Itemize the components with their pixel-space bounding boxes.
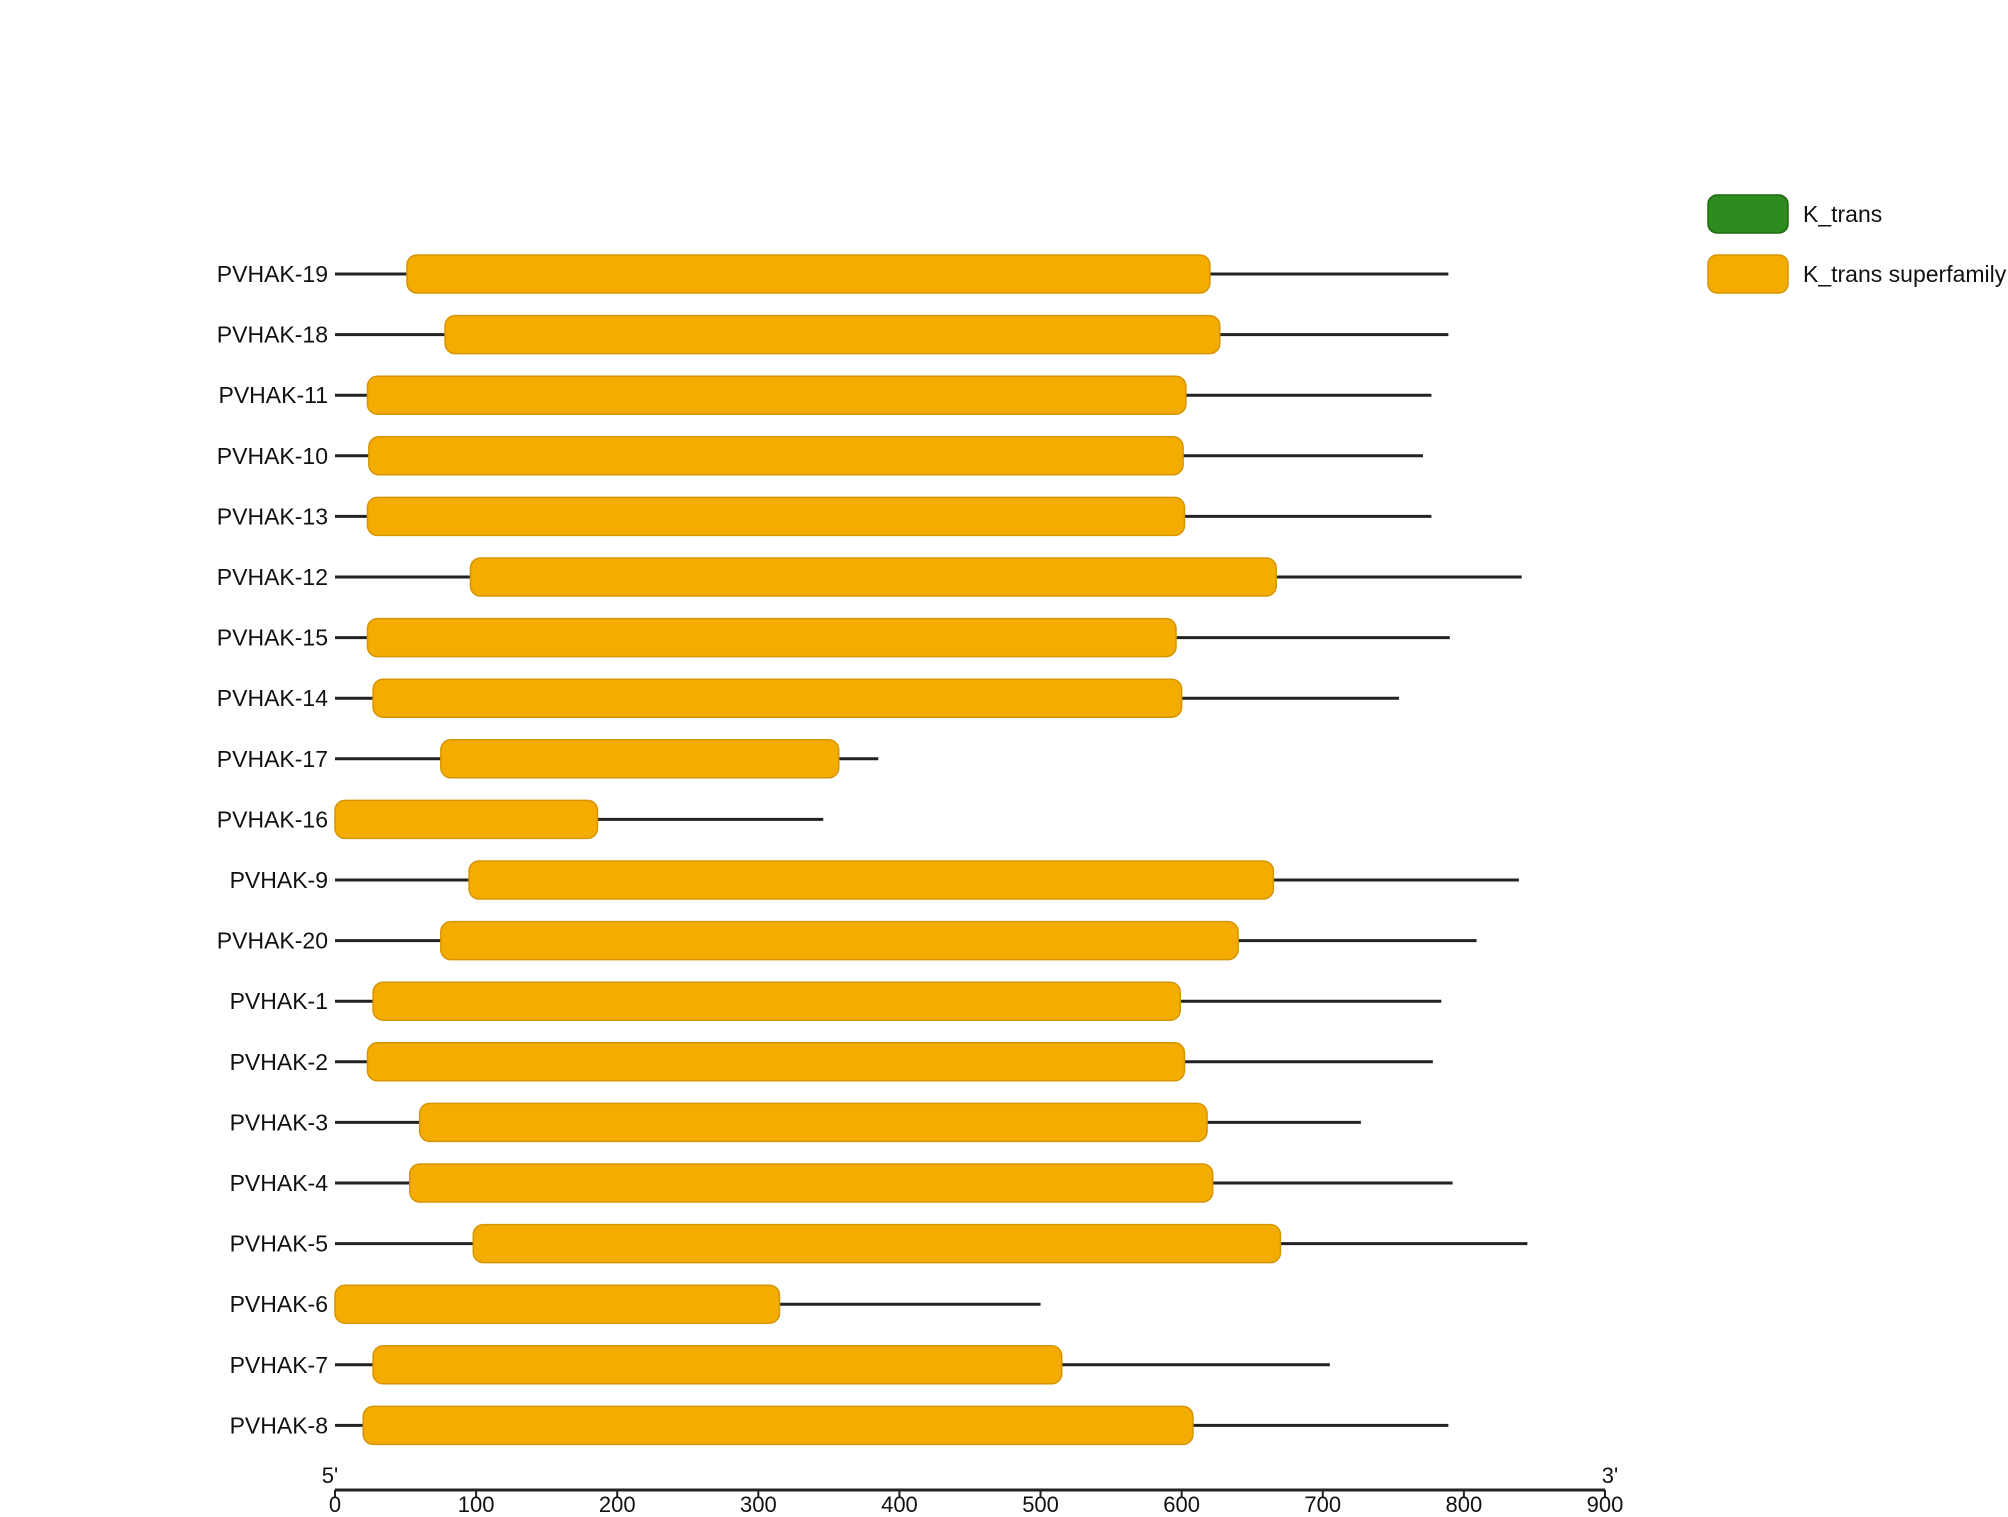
domain-bar: [362, 1405, 1194, 1446]
domain-bar: [472, 1223, 1282, 1264]
gene-label: PVHAK-15: [217, 625, 328, 651]
gene-label: PVHAK-18: [217, 322, 328, 348]
domain-bar: [372, 678, 1183, 718]
domain-bar: [366, 375, 1187, 415]
x-axis: 0 100 200 300 400 500 600 700 800 900 5' 3': [322, 1463, 1624, 1517]
gene-row: PVHAK-12: [217, 557, 1522, 597]
gene-row: PVHAK-9: [230, 860, 1519, 900]
domain-bar: [409, 1163, 1214, 1203]
axis-start-label: 5': [322, 1463, 338, 1488]
gene-label: PVHAK-5: [230, 1231, 328, 1257]
domain-bar: [366, 496, 1186, 537]
gene-label: PVHAK-10: [217, 443, 328, 469]
domain-bar: [372, 1345, 1063, 1385]
legend-label: K_trans: [1803, 201, 1882, 227]
domain-bar: [469, 557, 1277, 597]
gene-row: PVHAK-2: [230, 1042, 1433, 1082]
domain-bar: [418, 1102, 1208, 1143]
gene-label: PVHAK-14: [217, 685, 328, 711]
gene-row: PVHAK-11: [218, 375, 1432, 415]
gene-rows: PVHAK-19 PVHAK-18 PVHAK-11 PVHAK-10 PVHAK-13…: [217, 254, 1528, 1446]
legend-swatch: [1707, 194, 1789, 234]
x-tick-label: 100: [458, 1492, 495, 1517]
gene-label: PVHAK-12: [217, 564, 328, 590]
x-tick-label: 700: [1304, 1492, 1341, 1517]
gene-label: PVHAK-6: [230, 1291, 328, 1317]
domain-bar: [444, 314, 1221, 355]
gene-label: PVHAK-19: [217, 261, 328, 287]
gene-row: PVHAK-16: [217, 799, 824, 840]
domain-bar: [334, 1284, 781, 1324]
gene-label: PVHAK-11: [218, 382, 328, 408]
x-tick-label: 500: [1022, 1492, 1059, 1517]
x-tick-label: 600: [1163, 1492, 1200, 1517]
gene-label: PVHAK-1: [230, 988, 328, 1014]
gene-row: PVHAK-15: [217, 617, 1450, 658]
x-tick-label: 0: [329, 1492, 341, 1517]
axis-end-label: 3': [1602, 1463, 1618, 1488]
gene-label: PVHAK-8: [230, 1412, 328, 1438]
gene-label: PVHAK-2: [230, 1049, 328, 1075]
gene-row: PVHAK-13: [217, 496, 1432, 537]
gene-row: PVHAK-14: [217, 678, 1399, 718]
legend: K_trans K_trans superfamily: [1707, 194, 2007, 294]
domain-bar: [372, 981, 1182, 1021]
domain-bar: [366, 617, 1177, 658]
gene-row: PVHAK-8: [230, 1405, 1449, 1446]
gene-row: PVHAK-20: [217, 920, 1477, 961]
gene-row: PVHAK-1: [230, 981, 1442, 1021]
legend-label: K_trans superfamily: [1803, 261, 2007, 287]
gene-row: PVHAK-5: [230, 1223, 1528, 1264]
gene-row: PVHAK-6: [230, 1284, 1041, 1324]
gene-row: PVHAK-3: [230, 1102, 1361, 1143]
gene-row: PVHAK-4: [230, 1163, 1453, 1203]
gene-label: PVHAK-4: [230, 1170, 329, 1196]
x-tick-label: 200: [599, 1492, 636, 1517]
domain-bar: [366, 1042, 1186, 1082]
x-tick-label: 900: [1587, 1492, 1624, 1517]
gene-label: PVHAK-7: [230, 1352, 328, 1378]
gene-label: PVHAK-20: [217, 928, 328, 954]
gene-row: PVHAK-17: [217, 739, 879, 779]
gene-row: PVHAK-10: [217, 436, 1423, 476]
x-tick-label: 800: [1446, 1492, 1483, 1517]
legend-swatch: [1707, 254, 1789, 294]
x-tick-label: 400: [881, 1492, 918, 1517]
domain-bar: [468, 860, 1275, 900]
domain-bar: [334, 799, 599, 840]
gene-label: PVHAK-3: [230, 1109, 328, 1135]
gene-row: PVHAK-19: [217, 254, 1449, 294]
gene-label: PVHAK-17: [217, 746, 328, 772]
domain-bar: [440, 920, 1239, 961]
gene-row: PVHAK-18: [217, 314, 1449, 355]
gene-label: PVHAK-16: [217, 806, 328, 832]
gene-label: PVHAK-13: [217, 503, 328, 529]
gene-label: PVHAK-9: [230, 867, 328, 893]
gene-row: PVHAK-7: [230, 1345, 1330, 1385]
x-tick-label: 300: [740, 1492, 777, 1517]
domain-bar: [440, 739, 840, 779]
domain-bar: [368, 436, 1184, 476]
domain-bar: [406, 254, 1211, 294]
